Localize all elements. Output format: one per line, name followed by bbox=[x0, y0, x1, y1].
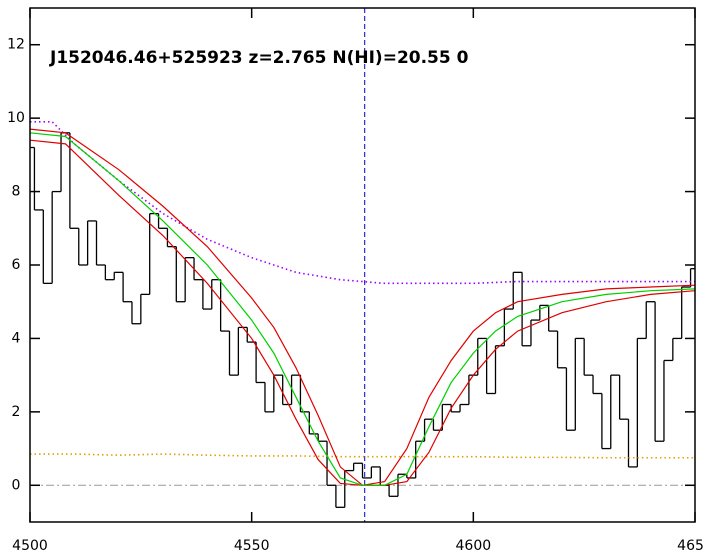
y-tick-label: 12 bbox=[7, 37, 25, 53]
dotted-curve bbox=[30, 453, 695, 459]
x-tick-label: 4650 bbox=[677, 538, 704, 554]
y-tick-label: 6 bbox=[12, 257, 21, 273]
y-tick-label: 0 bbox=[12, 477, 21, 493]
dotted-curve bbox=[30, 121, 695, 285]
model-curve bbox=[30, 139, 695, 486]
plot-area bbox=[30, 8, 695, 522]
y-tick-label: 2 bbox=[12, 404, 21, 420]
y-tick-label: 8 bbox=[12, 184, 21, 200]
x-tick-label: 4500 bbox=[12, 538, 48, 554]
y-tick-label: 10 bbox=[7, 110, 25, 126]
model-curve bbox=[30, 132, 695, 486]
model-curve bbox=[30, 128, 695, 486]
chart-title: J152046.46+525923 z=2.765 N(HI)=20.55 0 bbox=[49, 48, 469, 68]
x-tick-label: 4550 bbox=[234, 538, 270, 554]
axes-frame bbox=[29, 7, 696, 523]
x-tick-label: 4600 bbox=[456, 538, 492, 554]
y-tick-label: 4 bbox=[12, 330, 21, 346]
